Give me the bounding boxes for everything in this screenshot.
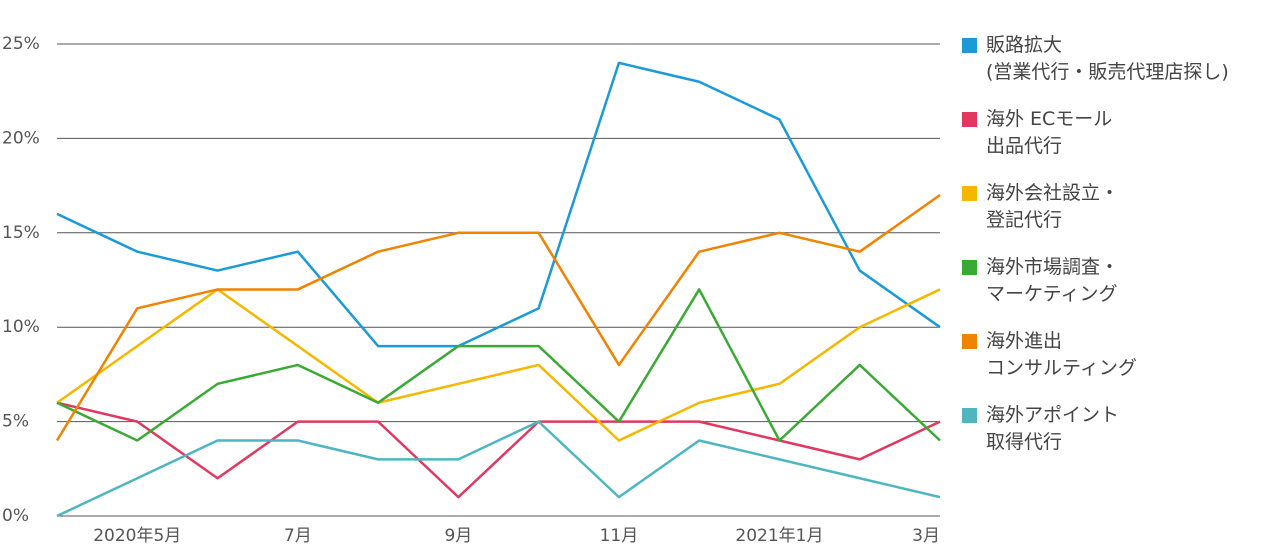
legend-label: 海外市場調査・ マーケティング	[986, 256, 1120, 305]
x-tick-label: 2020年5月	[93, 526, 181, 546]
legend-label: 海外 ECモール 出品代行	[986, 108, 1113, 157]
series-line	[55, 194, 941, 442]
chart: 0% 5% 10% 15% 20% 25% 2020年5月 7月 9月 11月 2021年1月 3月	[2, 34, 941, 546]
series-line	[56, 288, 941, 442]
x-tick-label: 2021年1月	[735, 526, 823, 546]
y-tick-label: 20%	[2, 128, 40, 148]
legend-swatch	[962, 112, 977, 127]
series-line	[56, 61, 941, 348]
legend: 販路拡大 (営業代行・販売代理店探し) 海外 ECモール 出品代行 海外会社設立・ …	[962, 32, 1280, 476]
legend-label: 海外アポイント 取得代行	[986, 404, 1120, 453]
y-tick-label: 10%	[2, 317, 40, 337]
y-tick-label: 15%	[2, 223, 40, 243]
legend-swatch	[962, 260, 977, 275]
legend-swatch	[962, 186, 977, 201]
legend-label: 販路拡大 (営業代行・販売代理店探し)	[986, 34, 1229, 83]
series-line	[56, 401, 941, 499]
y-tick-label: 25%	[2, 34, 40, 54]
x-tick-label: 9月	[444, 526, 472, 546]
legend-label: 海外会社設立・ 登記代行	[986, 182, 1120, 231]
series-line	[56, 288, 941, 442]
legend-label: 海外進出 コンサルティング	[986, 330, 1137, 379]
legend-swatch	[962, 334, 977, 349]
series-line	[56, 420, 941, 518]
legend-item: 海外アポイント 取得代行	[962, 402, 1280, 476]
x-tick-label: 11月	[600, 526, 639, 546]
legend-swatch	[962, 38, 977, 53]
legend-item: 海外会社設立・ 登記代行	[962, 180, 1280, 254]
y-tick-label: 0%	[2, 506, 29, 526]
legend-item: 海外 ECモール 出品代行	[962, 106, 1280, 180]
legend-swatch	[962, 408, 977, 423]
x-tick-label: 7月	[284, 526, 312, 546]
x-tick-label: 3月	[912, 526, 940, 546]
legend-item: 販路拡大 (営業代行・販売代理店探し)	[962, 32, 1280, 106]
legend-item: 海外進出 コンサルティング	[962, 328, 1280, 402]
legend-item: 海外市場調査・ マーケティング	[962, 254, 1280, 328]
y-tick-label: 5%	[2, 412, 29, 432]
